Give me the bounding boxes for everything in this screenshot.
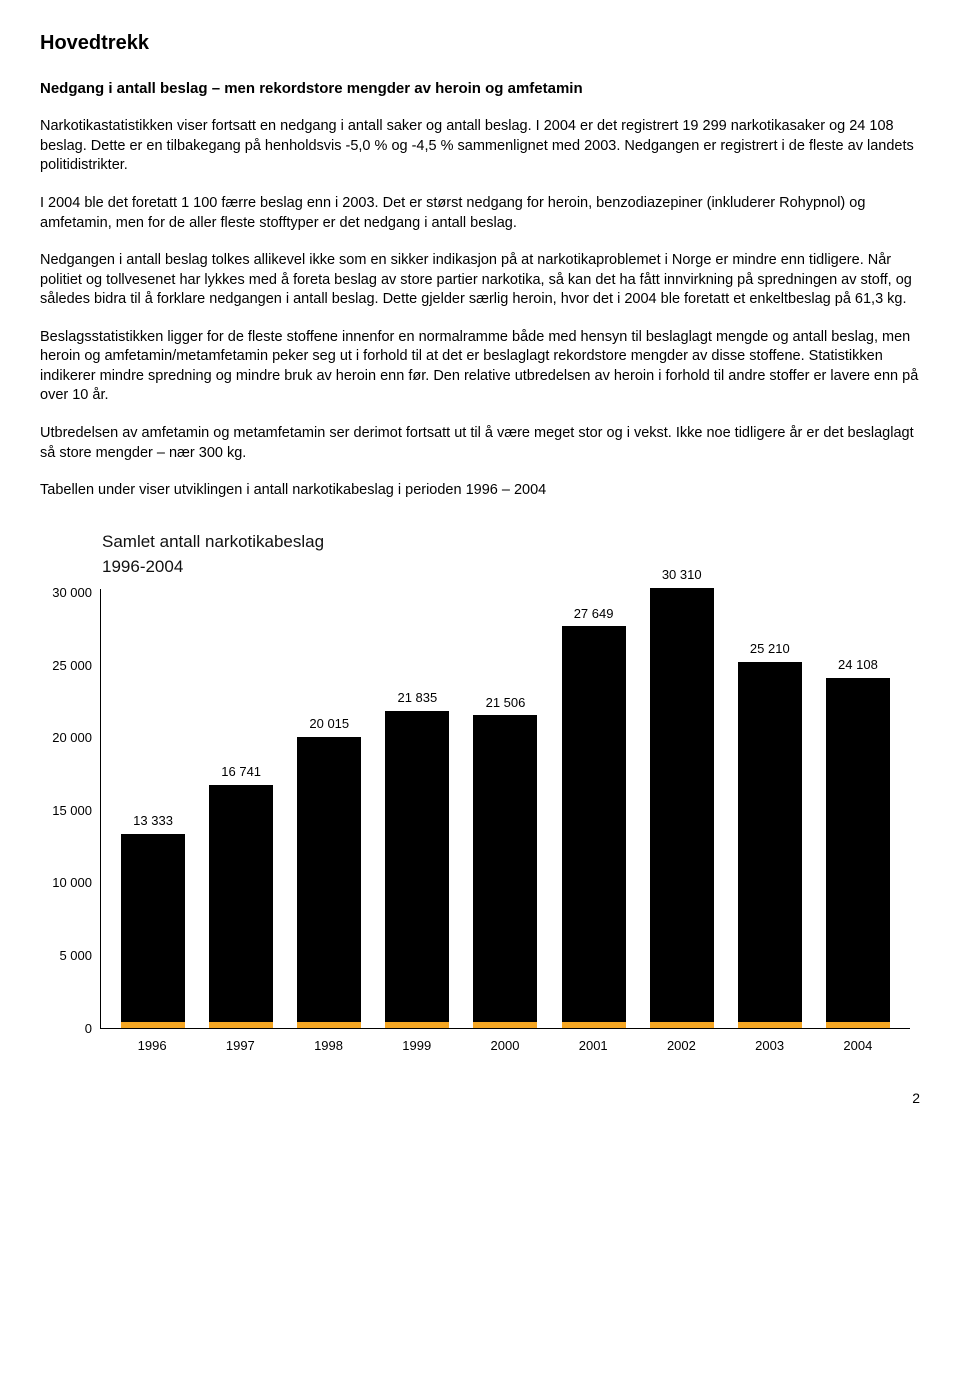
bar-value-label: 30 310	[662, 566, 702, 584]
bar-group: 16 741	[201, 763, 281, 1028]
chart-subtitle: 1996-2004	[102, 556, 920, 579]
x-tick-label: 2002	[641, 1037, 721, 1055]
bar-group: 24 108	[818, 656, 898, 1028]
y-tick-label: 0	[85, 1020, 92, 1038]
x-tick-label: 1996	[112, 1037, 192, 1055]
bar-value-label: 24 108	[838, 656, 878, 674]
bar	[385, 711, 449, 1022]
x-tick-label: 1999	[377, 1037, 457, 1055]
y-tick-label: 30 000	[52, 584, 92, 602]
plot-area: 13 33316 74120 01521 83521 50627 64930 3…	[100, 589, 910, 1029]
bar-group: 20 015	[289, 715, 369, 1027]
page-title: Hovedtrekk	[40, 30, 920, 57]
paragraph: Tabellen under viser utviklingen i antal…	[40, 481, 920, 501]
paragraph: Utbredelsen av amfetamin og metamfetamin…	[40, 424, 920, 463]
paragraph: Nedgangen i antall beslag tolkes allikev…	[40, 251, 920, 310]
y-tick-label: 15 000	[52, 802, 92, 820]
x-tick-label: 2004	[818, 1037, 898, 1055]
chart-area: 05 00010 00015 00020 00025 00030 000 13 …	[40, 589, 920, 1069]
paragraph: Beslagsstatistikken ligger for de fleste…	[40, 328, 920, 406]
y-tick-label: 10 000	[52, 875, 92, 893]
subtitle: Nedgang i antall beslag – men rekordstor…	[40, 79, 920, 99]
bar	[473, 715, 537, 1021]
bar	[121, 834, 185, 1022]
bar-base	[121, 1022, 185, 1028]
chart-title: Samlet antall narkotikabeslag	[102, 531, 920, 554]
bar-chart: Samlet antall narkotikabeslag 1996-2004 …	[40, 531, 920, 1069]
bar-group: 30 310	[642, 566, 722, 1028]
bar-base	[650, 1022, 714, 1028]
bar-value-label: 16 741	[221, 763, 261, 781]
bar-base	[297, 1022, 361, 1028]
bar-group: 13 333	[113, 812, 193, 1027]
bar-group: 25 210	[730, 640, 810, 1028]
bar	[297, 737, 361, 1022]
bar-value-label: 25 210	[750, 640, 790, 658]
bar	[209, 785, 273, 1022]
bar	[738, 662, 802, 1022]
y-axis: 05 00010 00015 00020 00025 00030 000	[40, 589, 100, 1029]
x-tick-label: 2001	[553, 1037, 633, 1055]
bar-value-label: 21 835	[397, 689, 437, 707]
paragraph: I 2004 ble det foretatt 1 100 færre besl…	[40, 194, 920, 233]
x-axis-labels: 1996 1997 1998 1999 2000 2001 2002 2003 2004	[100, 1037, 910, 1055]
page-number: 2	[40, 1089, 920, 1108]
x-tick-label: 2003	[730, 1037, 810, 1055]
bar-group: 21 835	[377, 689, 457, 1028]
bars-container: 13 33316 74120 01521 83521 50627 64930 3…	[101, 589, 910, 1028]
y-tick-label: 5 000	[59, 947, 92, 965]
bar	[826, 678, 890, 1022]
x-tick-label: 1997	[200, 1037, 280, 1055]
y-tick-label: 25 000	[52, 657, 92, 675]
bar-base	[209, 1022, 273, 1028]
bar-base	[738, 1022, 802, 1028]
bar-base	[562, 1022, 626, 1028]
bar	[562, 626, 626, 1021]
bar-value-label: 21 506	[486, 694, 526, 712]
bar-base	[385, 1022, 449, 1028]
bar-value-label: 13 333	[133, 812, 173, 830]
bar-base	[826, 1022, 890, 1028]
bar-base	[473, 1022, 537, 1028]
x-tick-label: 1998	[289, 1037, 369, 1055]
bar-group: 21 506	[465, 694, 545, 1028]
x-tick-label: 2000	[465, 1037, 545, 1055]
paragraph: Narkotikastatistikken viser fortsatt en …	[40, 117, 920, 176]
bar-group: 27 649	[554, 605, 634, 1028]
y-tick-label: 20 000	[52, 729, 92, 747]
bar-value-label: 20 015	[309, 715, 349, 733]
bar-value-label: 27 649	[574, 605, 614, 623]
bar	[650, 588, 714, 1022]
